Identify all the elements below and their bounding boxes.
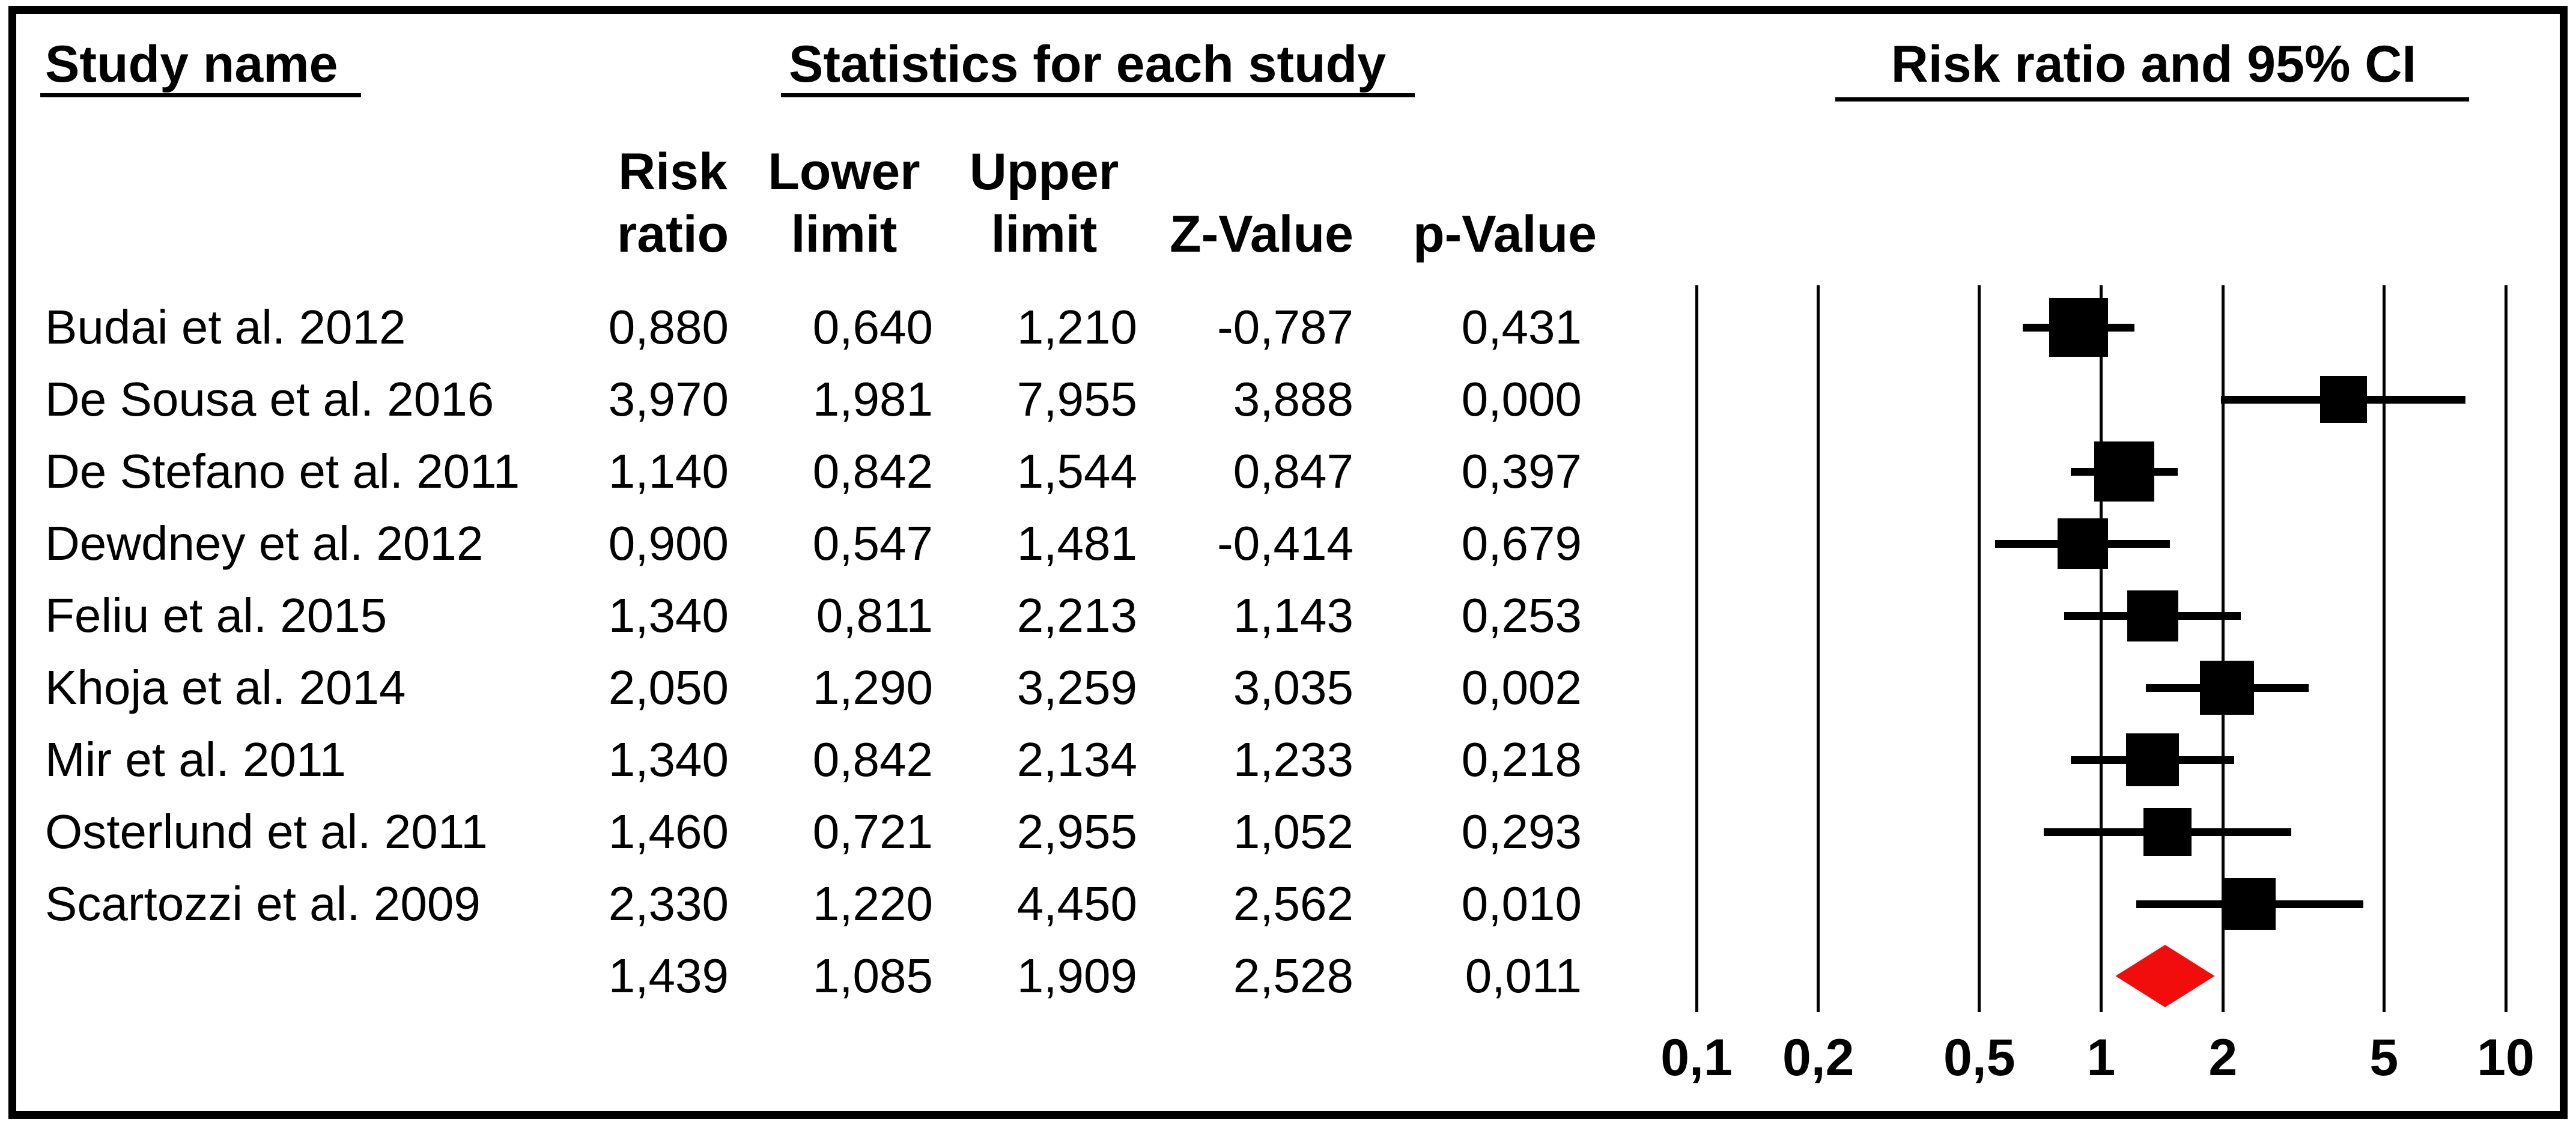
- plot-header: Risk ratio and 95% CI: [1891, 35, 2417, 93]
- p-value-cell: 0,002: [1461, 661, 1582, 714]
- risk-ratio-cell: 2,050: [608, 661, 729, 714]
- z-value-cell: 3,888: [1233, 372, 1353, 426]
- study-marker: [2049, 298, 2109, 357]
- summary-upper-limit-cell: 1,909: [1016, 949, 1137, 1002]
- upper-limit-cell: 1,481: [1016, 517, 1137, 570]
- lower-limit-cell: 0,721: [812, 805, 933, 858]
- study-marker: [2126, 733, 2180, 786]
- risk-ratio-cell: 1,140: [608, 444, 729, 498]
- study-marker: [2223, 878, 2276, 930]
- summary-p-value-cell: 0,011: [1465, 949, 1582, 1002]
- lower-limit-cell: 0,842: [812, 444, 933, 498]
- gridline-0_2: [1817, 285, 1820, 1012]
- lower-limit-cell: 0,842: [812, 733, 933, 786]
- p-value-cell: 0,010: [1461, 877, 1582, 930]
- upper-limit-cell: 1,544: [1016, 444, 1137, 498]
- summary-z-value-cell: 2,528: [1233, 949, 1353, 1002]
- axis-tick-label: 1: [2086, 1029, 2116, 1087]
- lower-limit-cell: 1,290: [812, 661, 933, 714]
- axis-tick-label: 10: [2477, 1029, 2535, 1087]
- upper-limit-cell: 2,134: [1016, 733, 1137, 786]
- z-value-cell: 1,233: [1233, 733, 1353, 786]
- upper-limit-cell: 4,450: [1016, 877, 1137, 930]
- study-name-cell: Feliu et al. 2015: [45, 589, 387, 642]
- gridline-1: [2100, 285, 2103, 1012]
- study-marker: [2143, 808, 2192, 856]
- z-value-cell: 2,562: [1233, 877, 1353, 930]
- study-marker: [2127, 590, 2178, 641]
- upper-limit-cell: 2,955: [1016, 805, 1137, 858]
- axis-tick-label: 5: [2369, 1029, 2399, 1087]
- gridline-5: [2382, 285, 2386, 1012]
- upper-limit-cell: 1,210: [1016, 300, 1137, 354]
- lower-limit-cell: 0,640: [812, 300, 933, 354]
- column-header-limit: Lower limit: [768, 143, 920, 263]
- summary-lower-limit-cell: 1,085: [812, 949, 933, 1002]
- upper-limit-cell: 7,955: [1016, 372, 1137, 426]
- gridline-0_1: [1695, 285, 1698, 1012]
- p-value-cell: 0,397: [1461, 444, 1582, 498]
- risk-ratio-cell: 0,880: [608, 300, 729, 354]
- p-value-cell: 0,253: [1461, 589, 1582, 642]
- study-name-cell: Mir et al. 2011: [45, 733, 346, 786]
- risk-ratio-cell: 3,970: [608, 372, 729, 426]
- p-value-cell: 0,218: [1461, 733, 1582, 786]
- upper-limit-cell: 2,213: [1016, 589, 1137, 642]
- study-name-cell: Budai et al. 2012: [45, 300, 406, 354]
- study-name-cell: De Stefano et al. 2011: [45, 444, 520, 498]
- axis-tick-label: 0,2: [1782, 1029, 1855, 1087]
- lower-limit-cell: 0,547: [812, 517, 933, 570]
- study-marker: [2094, 441, 2154, 502]
- upper-limit-cell: 3,259: [1016, 661, 1137, 714]
- z-value-cell: 0,847: [1233, 444, 1353, 498]
- axis-tick-label: 0,5: [1943, 1029, 2016, 1087]
- risk-ratio-cell: 2,330: [608, 877, 729, 930]
- summary-diamond: [2115, 945, 2215, 1007]
- column-header-ratio: Risk ratio: [616, 143, 729, 263]
- study-name-underline: [40, 93, 361, 97]
- column-header-limit: Upper limit: [969, 143, 1119, 263]
- risk-ratio-cell: 1,340: [608, 733, 729, 786]
- plot-underline: [1835, 97, 2469, 102]
- study-name-header: Study name: [45, 35, 338, 93]
- axis-tick-label: 0,1: [1660, 1029, 1733, 1087]
- risk-ratio-cell: 1,340: [608, 589, 729, 642]
- gridline-0_5: [1978, 285, 1981, 1012]
- study-name-cell: Dewdney et al. 2012: [45, 517, 484, 570]
- risk-ratio-cell: 0,900: [608, 517, 729, 570]
- column-header-p-value: p-Value: [1413, 205, 1597, 263]
- study-name-cell: Osterlund et al. 2011: [45, 805, 488, 858]
- z-value-cell: 3,035: [1233, 661, 1353, 714]
- study-name-cell: Scartozzi et al. 2009: [45, 877, 481, 930]
- p-value-cell: 0,679: [1461, 517, 1582, 570]
- p-value-cell: 0,293: [1461, 805, 1582, 858]
- study-marker: [2319, 376, 2367, 423]
- axis-tick-label: 2: [2208, 1029, 2238, 1087]
- lower-limit-cell: 0,811: [816, 589, 933, 642]
- study-name-cell: Khoja et al. 2014: [45, 661, 406, 714]
- statistics-header: Statistics for each study: [788, 35, 1387, 93]
- study-marker: [2057, 518, 2108, 569]
- p-value-cell: 0,431: [1461, 300, 1582, 354]
- lower-limit-cell: 1,220: [812, 877, 933, 930]
- risk-ratio-cell: 1,460: [608, 805, 729, 858]
- column-header-z-value: Z-Value: [1170, 205, 1353, 263]
- lower-limit-cell: 1,981: [812, 372, 933, 426]
- z-value-cell: -0,414: [1217, 517, 1353, 570]
- z-value-cell: -0,787: [1217, 300, 1353, 354]
- statistics-underline: [781, 93, 1415, 97]
- p-value-cell: 0,000: [1461, 372, 1582, 426]
- gridline-10: [2504, 285, 2508, 1012]
- z-value-cell: 1,143: [1233, 589, 1353, 642]
- summary-risk-ratio-cell: 1,439: [608, 949, 729, 1002]
- study-marker: [2200, 661, 2255, 715]
- z-value-cell: 1,052: [1233, 805, 1353, 858]
- gridline-2: [2221, 285, 2225, 1012]
- study-name-cell: De Sousa et al. 2016: [45, 372, 494, 426]
